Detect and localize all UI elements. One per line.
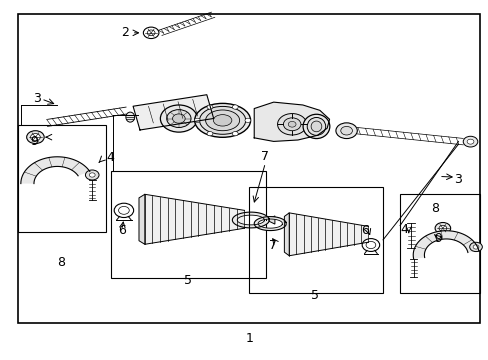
Circle shape <box>89 173 95 177</box>
Polygon shape <box>144 194 244 244</box>
Circle shape <box>118 206 129 214</box>
Polygon shape <box>232 212 268 228</box>
Circle shape <box>85 170 99 180</box>
Bar <box>399 194 479 293</box>
Text: 4: 4 <box>106 151 114 165</box>
Circle shape <box>472 245 478 249</box>
Polygon shape <box>21 157 90 184</box>
Bar <box>111 171 266 278</box>
Polygon shape <box>254 102 329 141</box>
Circle shape <box>232 105 238 109</box>
Text: 6: 6 <box>361 224 368 237</box>
Polygon shape <box>412 231 478 259</box>
Polygon shape <box>254 217 285 230</box>
Text: 8: 8 <box>430 202 438 215</box>
Circle shape <box>469 242 481 252</box>
Polygon shape <box>268 216 274 224</box>
Text: 7: 7 <box>268 239 276 252</box>
Ellipse shape <box>303 114 329 139</box>
Text: 2: 2 <box>121 26 129 39</box>
Ellipse shape <box>213 114 231 126</box>
Polygon shape <box>133 95 213 130</box>
Circle shape <box>194 118 200 122</box>
Polygon shape <box>139 194 144 244</box>
Text: 9: 9 <box>433 233 441 246</box>
Text: 3: 3 <box>453 173 462 186</box>
Text: 3: 3 <box>33 92 41 105</box>
Circle shape <box>160 105 197 132</box>
Polygon shape <box>288 213 368 256</box>
Circle shape <box>147 30 155 36</box>
Text: 1: 1 <box>245 333 253 346</box>
Ellipse shape <box>310 121 321 132</box>
Ellipse shape <box>199 107 245 134</box>
Circle shape <box>462 136 477 147</box>
Bar <box>19 14 479 323</box>
Text: 9: 9 <box>30 135 39 148</box>
Bar <box>249 187 382 293</box>
Text: 6: 6 <box>118 224 125 237</box>
Circle shape <box>114 203 133 217</box>
Circle shape <box>30 134 40 141</box>
Circle shape <box>232 131 238 136</box>
Circle shape <box>362 239 379 251</box>
Circle shape <box>434 222 450 234</box>
Text: 4: 4 <box>399 223 407 236</box>
Polygon shape <box>284 213 288 256</box>
Circle shape <box>438 225 446 231</box>
Text: 8: 8 <box>57 256 64 269</box>
Text: 5: 5 <box>310 288 318 302</box>
Circle shape <box>287 121 295 127</box>
Bar <box>19 125 106 232</box>
Circle shape <box>206 105 212 109</box>
Circle shape <box>335 123 357 139</box>
Circle shape <box>244 118 250 122</box>
Ellipse shape <box>194 103 250 137</box>
Circle shape <box>143 27 159 39</box>
Circle shape <box>277 113 306 135</box>
Text: 7: 7 <box>261 150 269 163</box>
Circle shape <box>466 139 473 144</box>
Circle shape <box>166 110 191 127</box>
Circle shape <box>340 126 352 135</box>
Circle shape <box>366 242 375 249</box>
Circle shape <box>283 118 300 131</box>
Ellipse shape <box>205 110 239 131</box>
Circle shape <box>172 114 185 123</box>
Circle shape <box>206 131 212 136</box>
Ellipse shape <box>306 117 325 135</box>
Text: 5: 5 <box>183 274 191 287</box>
Circle shape <box>27 131 44 144</box>
Ellipse shape <box>125 112 134 122</box>
